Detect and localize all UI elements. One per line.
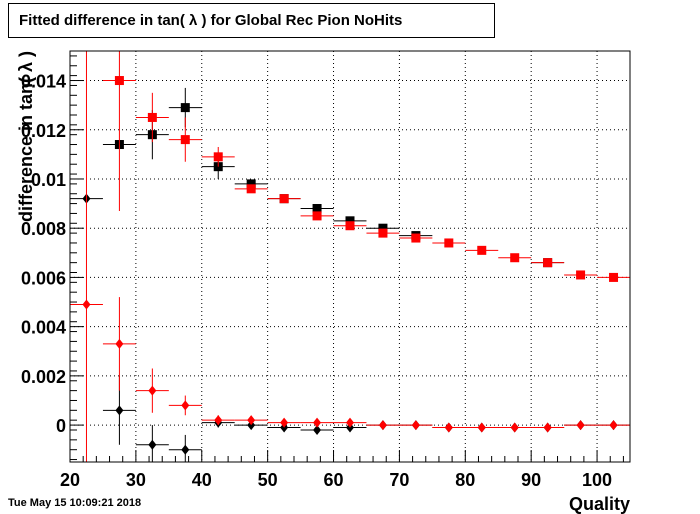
- square-marker: [444, 238, 454, 248]
- square-marker: [576, 270, 586, 280]
- square-marker: [543, 258, 553, 268]
- diamond-marker: [115, 405, 124, 416]
- square-marker: [312, 211, 322, 221]
- x-tick-label: 40: [192, 470, 212, 490]
- series-layer: [70, 51, 630, 462]
- x-tick-label: 20: [60, 470, 80, 490]
- square-marker: [246, 179, 256, 189]
- diamond-marker: [214, 415, 223, 426]
- diamond-marker: [247, 415, 256, 426]
- timestamp: Tue May 15 10:09:21 2018: [8, 497, 142, 509]
- chart-title: Fitted difference in tan( λ ) for Global…: [19, 12, 403, 29]
- square-marker: [114, 76, 124, 86]
- y-axis-label: difference in tan( λ ): [16, 51, 36, 222]
- axis-layer: 20 30 40 50 60 70 80 90 100 0 0.002 0.004 0.006 0.008…: [21, 55, 624, 490]
- square-marker: [477, 245, 487, 255]
- square-marker: [279, 194, 289, 204]
- series-group: [70, 51, 630, 462]
- x-axis-label: Quality: [569, 494, 630, 514]
- diamond-marker: [82, 299, 91, 310]
- square-marker: [411, 233, 421, 243]
- y-tick-label: 0.008: [21, 219, 66, 239]
- y-tick-label: 0: [56, 416, 66, 436]
- y-tick-label: 0.01: [31, 170, 66, 190]
- diamond-marker: [181, 444, 190, 455]
- square-marker: [246, 184, 256, 194]
- x-tick-label: 70: [389, 470, 409, 490]
- series-group: [102, 51, 630, 282]
- square-marker: [345, 221, 355, 231]
- diamond-marker: [609, 420, 618, 431]
- square-marker: [378, 228, 388, 238]
- x-tick-label: 100: [582, 470, 612, 490]
- diamond-marker: [346, 417, 354, 428]
- diamond-marker: [411, 420, 420, 431]
- series-group: [102, 87, 565, 268]
- y-tick-label: 0.012: [21, 121, 66, 141]
- x-tick-label: 30: [126, 470, 146, 490]
- plot-frame: [69, 50, 631, 463]
- x-tick-label: 90: [521, 470, 541, 490]
- y-tick-label: 0.014: [21, 72, 66, 92]
- square-marker: [378, 223, 388, 233]
- title-box: Fitted difference in tan( λ ) for Global…: [8, 3, 495, 38]
- x-tick-label: 50: [258, 470, 278, 490]
- diamond-marker: [313, 425, 322, 436]
- diamond-marker: [148, 439, 157, 450]
- diamond-marker: [313, 417, 322, 428]
- square-marker: [147, 112, 157, 122]
- diamond-marker: [477, 422, 486, 433]
- diamond-marker: [510, 422, 519, 433]
- square-marker: [609, 272, 619, 282]
- y-tick-label: 0.002: [21, 367, 66, 387]
- diamond-marker: [181, 400, 190, 411]
- diamond-marker: [444, 422, 453, 433]
- square-marker: [510, 253, 520, 263]
- x-tick-label: 60: [324, 470, 344, 490]
- diamond-marker: [148, 385, 157, 396]
- square-marker: [312, 204, 322, 214]
- y-tick-label: 0.004: [21, 318, 66, 338]
- grid-layer: [70, 51, 630, 462]
- x-tick-label: 80: [455, 470, 475, 490]
- diamond-marker: [115, 338, 124, 349]
- diamond-marker: [280, 417, 289, 428]
- diamond-marker: [543, 422, 552, 433]
- square-marker: [345, 216, 355, 226]
- square-marker: [213, 152, 223, 162]
- diamond-marker: [378, 420, 387, 431]
- diamond-marker: [576, 420, 585, 431]
- square-marker: [180, 103, 190, 113]
- square-marker: [180, 135, 190, 145]
- y-tick-label: 0.006: [21, 268, 66, 288]
